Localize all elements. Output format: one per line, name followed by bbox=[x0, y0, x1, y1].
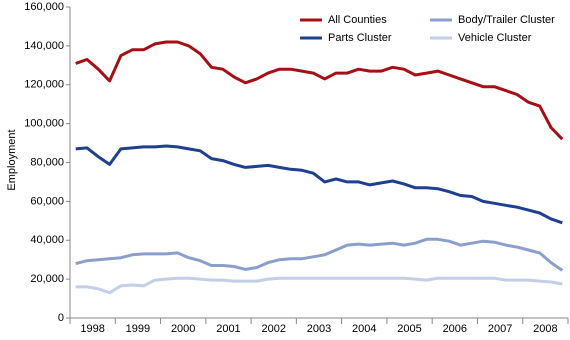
x-tick-label: 2006 bbox=[443, 323, 467, 335]
y-tick-label: 120,000 bbox=[24, 79, 64, 91]
y-tick-label: 20,000 bbox=[30, 273, 64, 285]
series-line bbox=[75, 276, 563, 295]
y-axis-title: Employment bbox=[6, 129, 18, 190]
x-tick-label: 2007 bbox=[488, 323, 512, 335]
legend-label: All Counties bbox=[328, 14, 387, 26]
series-line bbox=[75, 237, 564, 272]
series-line bbox=[75, 40, 564, 141]
legend: All Counties Parts Cluster Body/Trailer Cl… bbox=[300, 14, 555, 44]
x-tick-label: 2002 bbox=[261, 323, 285, 335]
x-tick-label: 1998 bbox=[80, 323, 104, 335]
x-tick-label: 2000 bbox=[171, 323, 195, 335]
y-tick-label: 140,000 bbox=[24, 40, 64, 52]
legend-label: Parts Cluster bbox=[328, 32, 392, 44]
legend-label: Vehicle Cluster bbox=[458, 32, 532, 44]
x-tick-label: 2005 bbox=[397, 323, 421, 335]
legend-label: Body/Trailer Cluster bbox=[458, 14, 555, 26]
y-tick-label: 60,000 bbox=[30, 195, 64, 207]
x-tick-label: 1999 bbox=[126, 323, 150, 335]
series-line bbox=[75, 144, 563, 225]
y-tick-label: 0 bbox=[58, 312, 64, 324]
x-tick-label: 2008 bbox=[533, 323, 557, 335]
y-tick-label: 40,000 bbox=[30, 234, 64, 246]
x-tick-label: 2003 bbox=[307, 323, 331, 335]
y-tick-label: 160,000 bbox=[24, 1, 64, 13]
y-tick-label: 80,000 bbox=[30, 156, 64, 168]
x-tick-label: 2004 bbox=[352, 323, 376, 335]
y-tick-label: 100,000 bbox=[24, 118, 64, 130]
x-tick-label: 2001 bbox=[216, 323, 240, 335]
